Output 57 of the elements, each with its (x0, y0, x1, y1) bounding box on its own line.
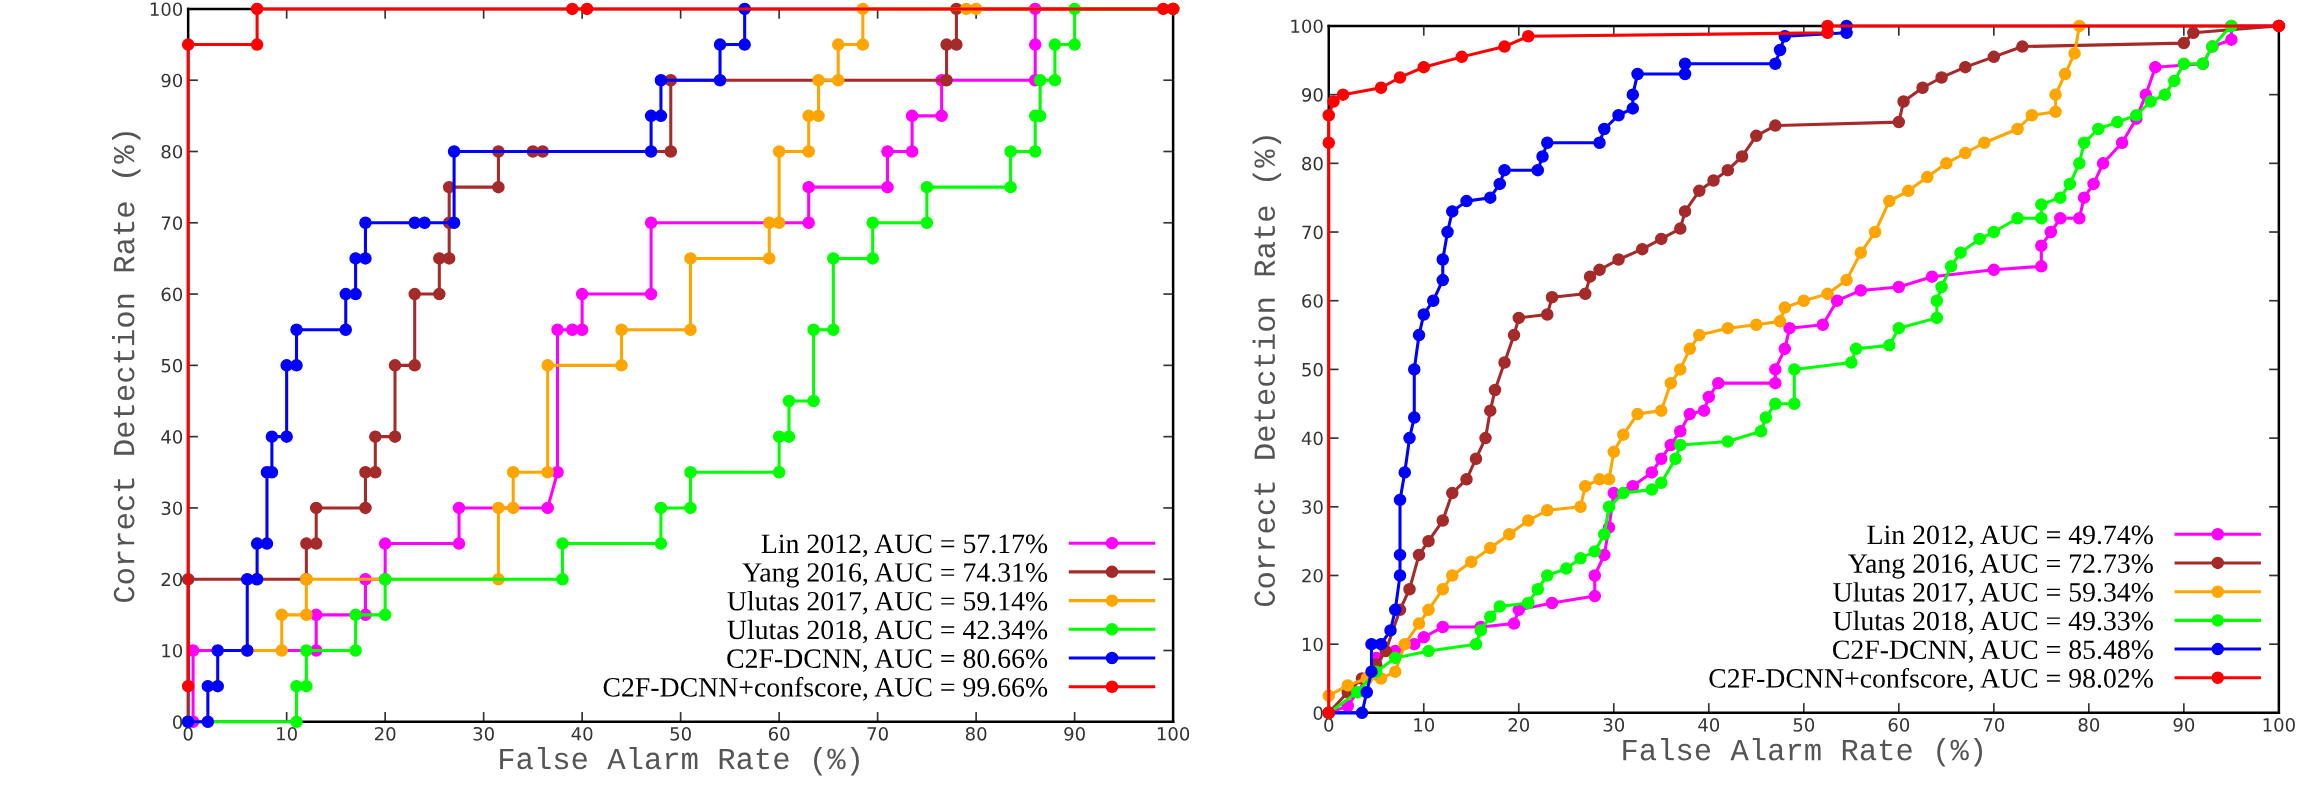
x-tick-label: 50 (670, 726, 691, 741)
y-tick-label: 70 (1302, 225, 1323, 240)
x-tick-label: 90 (2173, 718, 2195, 732)
y-tick-label: 30 (161, 501, 183, 516)
legend-label: C2F-DCNN, AUC = 85.48% (1832, 640, 2153, 664)
x-tick-label: 40 (571, 726, 593, 741)
legend-label: Yang 2016, AUC = 74.31% (742, 563, 1048, 588)
x-tick-label: 80 (965, 726, 987, 741)
y-tick-label: 80 (1302, 156, 1323, 171)
x-tick-label: 20 (374, 726, 396, 741)
x-tick-label: 10 (1414, 718, 1435, 732)
y-axis-title: Correct Detection Rate (%) (112, 132, 141, 603)
y-tick-label: 20 (1302, 568, 1323, 583)
legend-label: Ulutas 2017, AUC = 59.14% (727, 591, 1048, 615)
y-tick-label: 40 (1301, 431, 1323, 446)
y-tick-label: 50 (161, 358, 183, 373)
y-tick-label: 100 (1291, 19, 1323, 34)
x-tick-label: 30 (473, 726, 494, 741)
y-tick-label: 80 (161, 144, 183, 159)
legend-label: Ulutas 2017, AUC = 59.34% (1833, 582, 2153, 606)
y-tick-label: 40 (161, 430, 183, 444)
y-tick-label: 90 (1302, 88, 1323, 102)
y-tick-label: 0 (1313, 706, 1323, 720)
x-tick-label: 40 (1698, 718, 1720, 732)
legend-label: C2F-DCNN, AUC = 80.66% (727, 649, 1048, 673)
x-axis-title: False Alarm Rate (%) (1623, 737, 1983, 767)
y-tick-label: 50 (1302, 362, 1323, 377)
y-tick-label: 100 (150, 2, 183, 17)
x-tick-label: 60 (1888, 718, 1910, 732)
x-tick-label: 100 (2263, 718, 2295, 732)
y-tick-label: 10 (1302, 637, 1323, 652)
legend-label: Lin 2012, AUC = 57.17% (761, 534, 1048, 558)
x-tick-label: 20 (1508, 718, 1530, 732)
x-tick-label: 100 (1157, 726, 1190, 741)
x-tick-label: 30 (1603, 718, 1625, 732)
y-tick-label: 30 (1302, 500, 1323, 514)
y-tick-label: 20 (161, 572, 183, 587)
y-axis-title: Correct Detection Rate (%) (1252, 136, 1282, 607)
y-tick-label: 60 (161, 287, 183, 302)
x-tick-label: 90 (1064, 726, 1085, 741)
legend-label: C2F-DCNN+confscore, AUC = 98.02% (1709, 667, 2153, 692)
x-tick-label: 80 (2078, 718, 2100, 732)
y-tick-label: 90 (161, 73, 183, 88)
x-tick-label: 50 (1793, 718, 1815, 732)
x-tick-label: 70 (867, 726, 888, 741)
x-tick-label: 10 (277, 726, 297, 741)
legend-label: Ulutas 2018, AUC = 42.34% (727, 619, 1048, 644)
legend-label: Lin 2012, AUC = 49.74% (1867, 525, 2153, 549)
y-tick-label: 60 (1302, 294, 1323, 308)
y-tick-label: 10 (162, 643, 183, 658)
x-tick-label: 70 (1983, 718, 2005, 732)
x-axis-title: False Alarm Rate (%) (500, 746, 859, 776)
legend-label: Ulutas 2018, AUC = 49.33% (1833, 610, 2153, 635)
legend-label: Yang 2016, AUC = 72.73% (1848, 554, 2153, 579)
y-tick-label: 70 (161, 216, 183, 230)
x-tick-label: 60 (768, 726, 790, 741)
legend-label: C2F-DCNN+confscore, AUC = 99.66% (603, 676, 1048, 701)
